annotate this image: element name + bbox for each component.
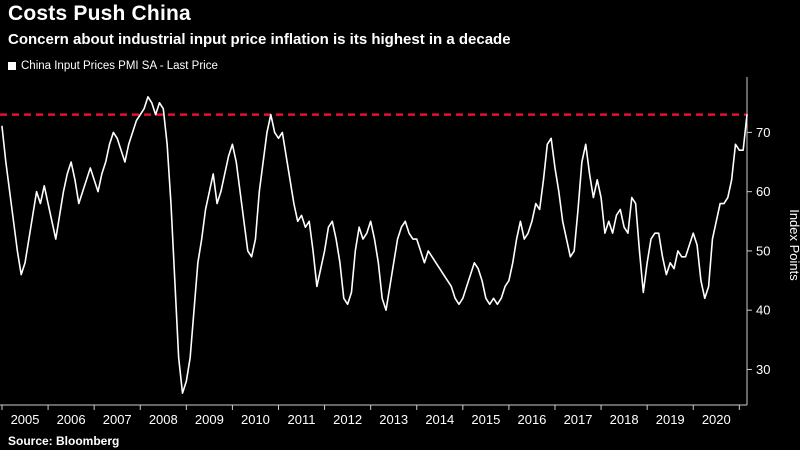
chart-title: Costs Push China: [8, 2, 191, 25]
x-tick-label: 2005: [11, 412, 40, 427]
legend: China Input Prices PMI SA - Last Price: [8, 60, 218, 72]
x-tick-label: 2017: [564, 412, 593, 427]
y-tick-label: 30: [756, 362, 770, 377]
y-tick-label: 70: [756, 125, 770, 140]
x-tick-label: 2006: [57, 412, 86, 427]
x-tick-label: 2013: [379, 412, 408, 427]
x-tick-label: 2018: [610, 412, 639, 427]
x-tick-label: 2016: [517, 412, 546, 427]
x-tick-label: 2011: [288, 412, 316, 427]
y-tick-label: 60: [756, 184, 770, 199]
legend-swatch-icon: [8, 62, 16, 70]
pmi-series-line: [1, 96, 748, 394]
y-axis-title: Index Points: [787, 209, 800, 281]
x-tick-label: 2014: [425, 412, 454, 427]
x-tick-label: 2020: [702, 412, 731, 427]
x-tick-label: 2007: [103, 412, 132, 427]
x-tick-label: 2008: [149, 412, 178, 427]
x-tick-label: 2015: [471, 412, 500, 427]
x-tick-label: 2009: [195, 412, 224, 427]
legend-label: China Input Prices PMI SA - Last Price: [21, 60, 218, 72]
x-tick-label: 2012: [333, 412, 362, 427]
x-tick-label: 2010: [241, 412, 270, 427]
chart-subtitle: Concern about industrial input price inf…: [8, 31, 511, 48]
x-tick-label: 2019: [656, 412, 685, 427]
y-tick-label: 40: [756, 303, 770, 318]
source-attribution: Source: Bloomberg: [8, 434, 120, 448]
y-tick-label: 50: [756, 243, 770, 258]
